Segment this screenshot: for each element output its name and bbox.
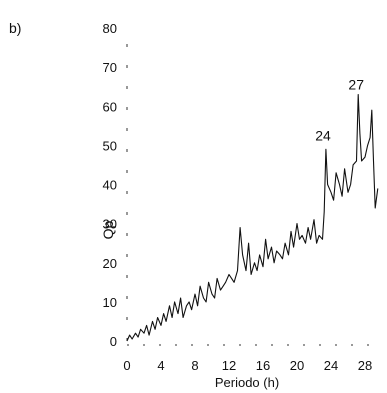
x-tick-label: 24 [324,358,338,373]
chart-series [126,93,379,342]
chart-annotations: 24 27 [315,77,364,144]
y-tick-label: 0 [110,334,117,349]
x-tick-label: 12 [222,358,236,373]
y-tick-label: 40 [103,178,117,193]
x-tick-label: 20 [290,358,304,373]
x-tick-label: 28 [358,358,372,373]
y-tick-label: 70 [103,60,117,75]
peak-annotation: 24 [315,127,331,143]
x-tick-label: 8 [191,358,198,373]
x-axis-label: Periodo (h) [215,375,279,390]
y-tick-label: 80 [103,21,117,36]
y-tick-label: 50 [103,138,117,153]
x-tick-label: 16 [256,358,270,373]
x-tick-label: 0 [123,358,130,373]
panel-label: b) [9,20,21,36]
chart-axes: 0 10 20 30 40 50 60 70 80 0 4 8 12 16 20 24 28 [103,21,382,373]
y-tick-label: 10 [103,295,117,310]
y-tick-label: 60 [103,99,117,114]
y-axis-label: Qp [100,220,116,239]
y-tick-label: 30 [103,217,117,232]
x-tick-label: 4 [157,358,164,373]
y-tick-label: 20 [103,256,117,271]
peak-annotation: 27 [348,77,364,93]
series-line [126,93,379,342]
